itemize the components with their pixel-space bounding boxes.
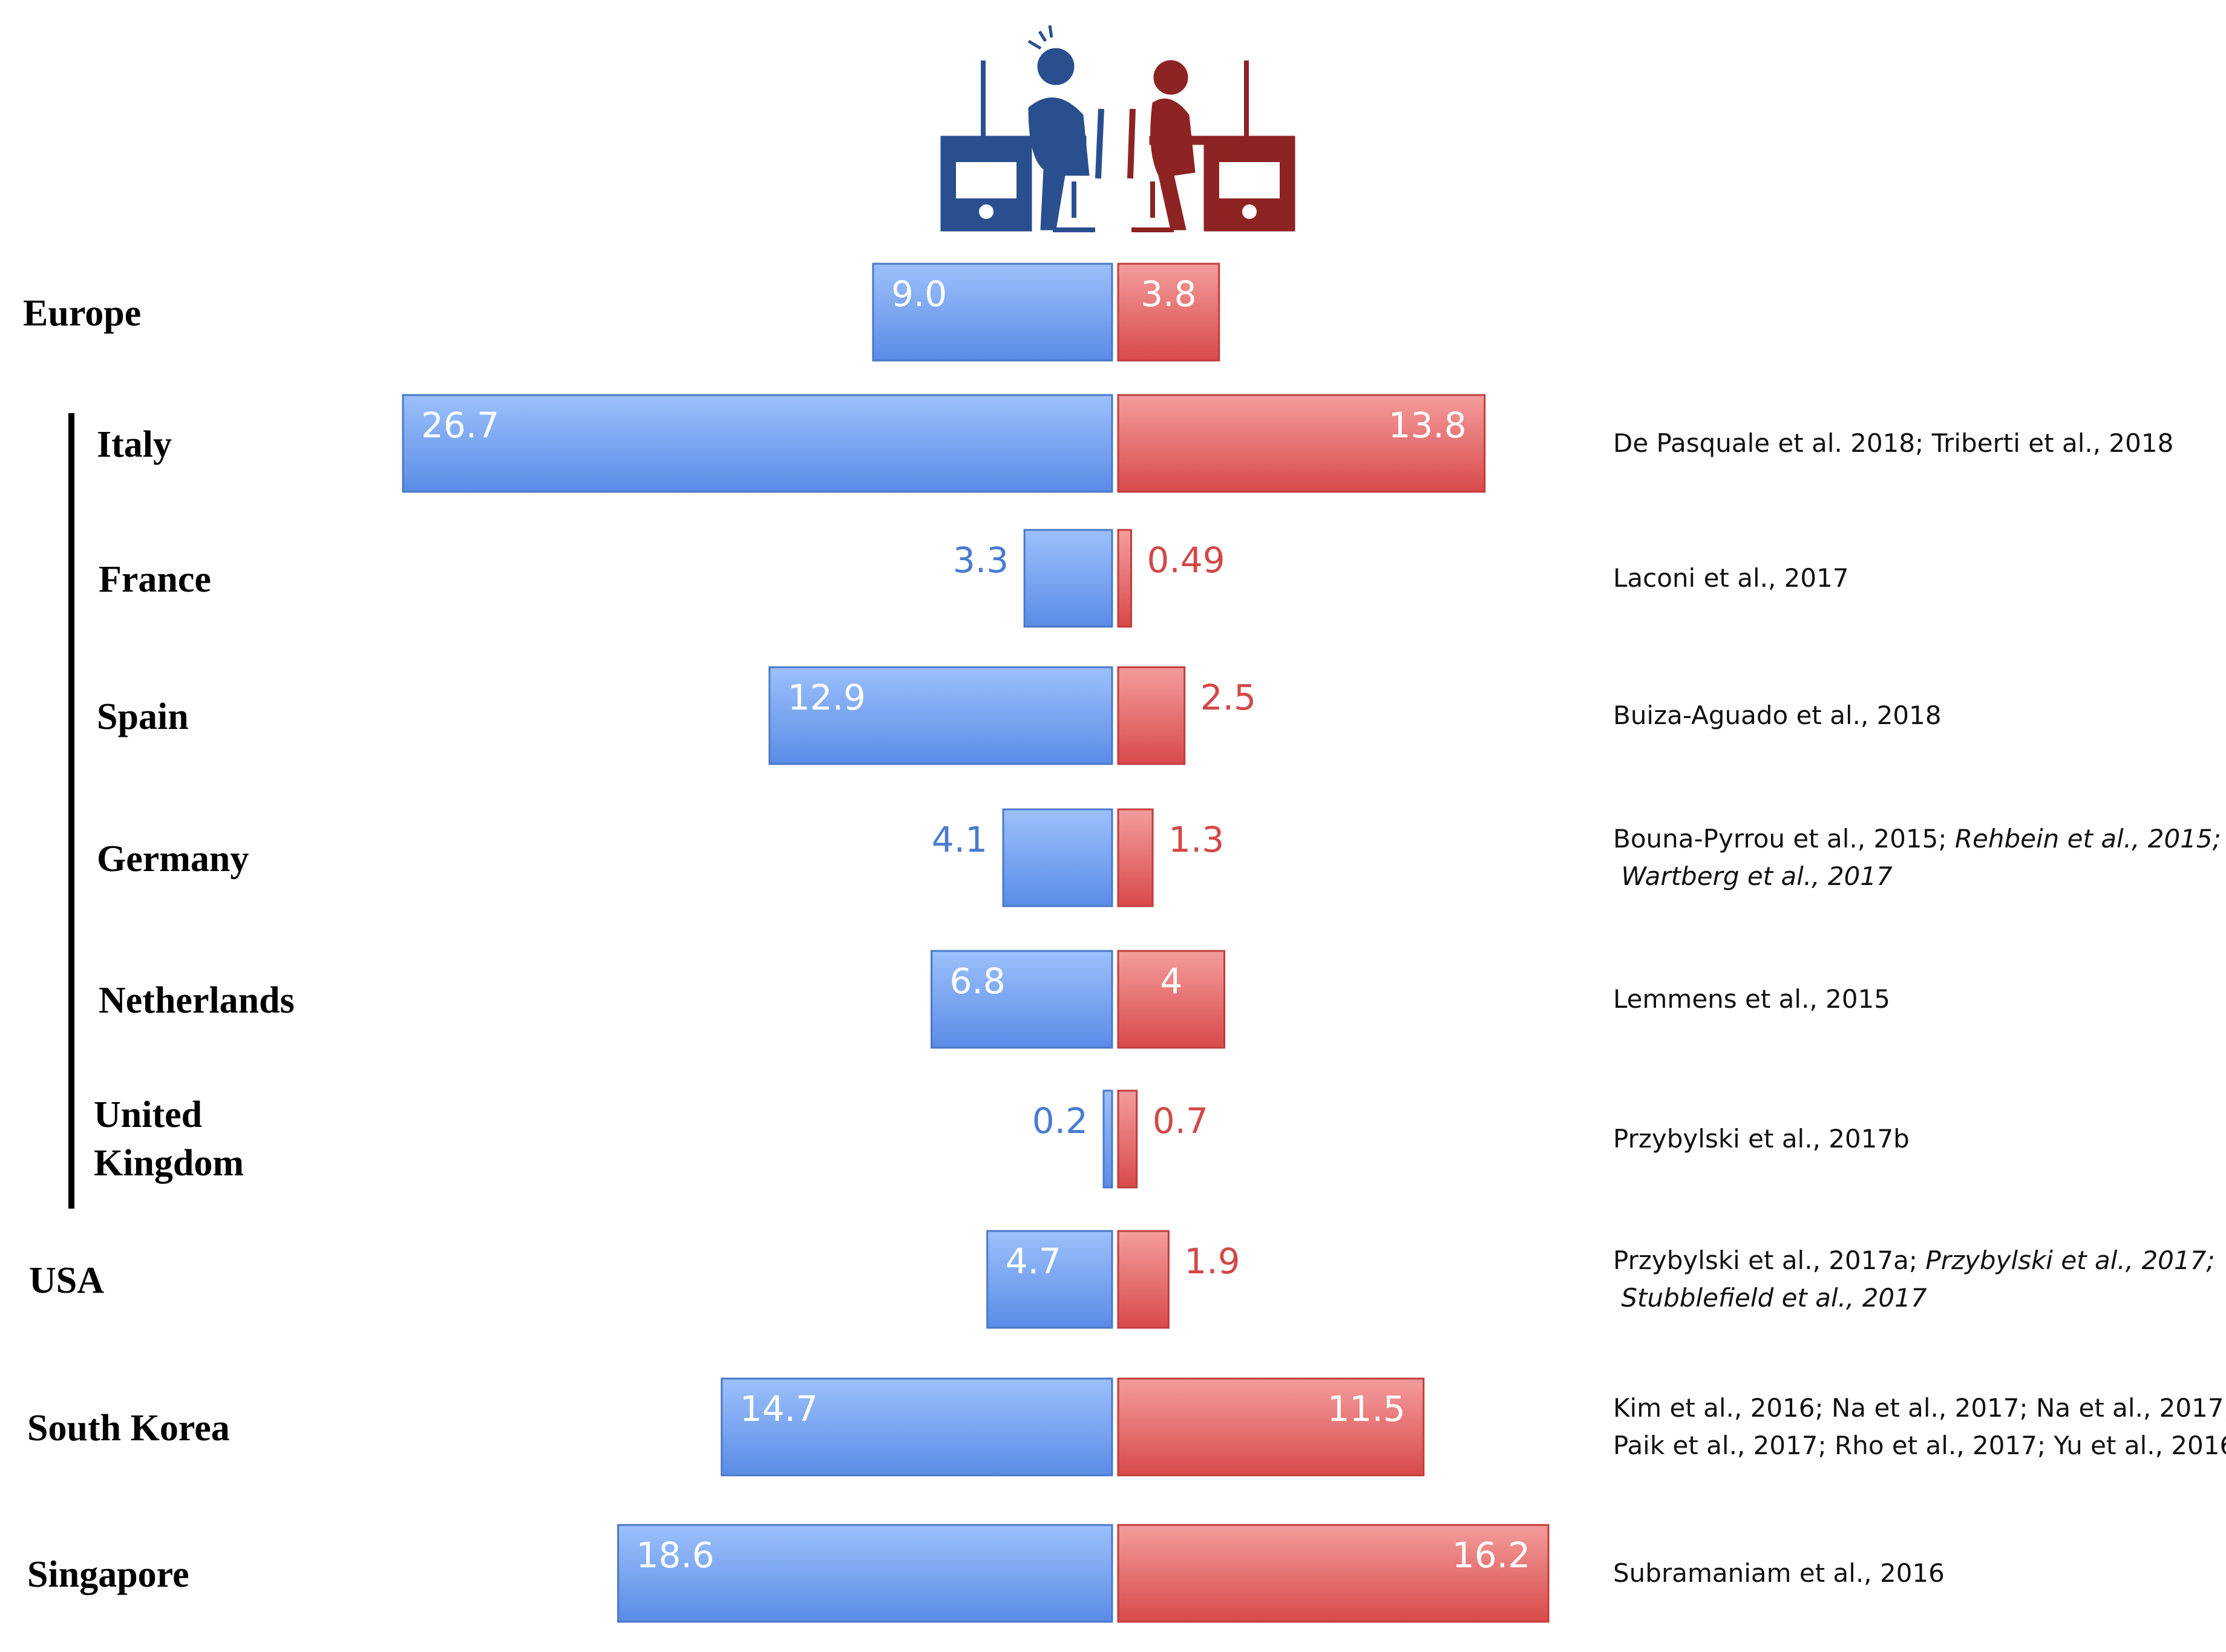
bar-male-italy — [402, 394, 1113, 493]
reference-south-korea: Kim et al., 2016; Na et al., 2017; Na et… — [1613, 1393, 2226, 1460]
reference-spain: Buiza-Aguado et al., 2018 — [1613, 700, 1942, 730]
reference-united-kingdom: Przybylski et al., 2017b — [1613, 1124, 1910, 1154]
bar-female-italy — [1117, 394, 1486, 493]
bar-female-singapore — [1117, 1524, 1550, 1623]
bar-male-united-kingdom — [1102, 1089, 1113, 1189]
category-label-south-korea: South Korea — [27, 1408, 230, 1449]
value-label-female-usa: 1.9 — [1184, 1241, 1240, 1282]
bar-female-france — [1117, 529, 1133, 628]
value-label-female-germany: 1.3 — [1168, 819, 1224, 860]
reference-singapore: Subramaniam et al., 2016 — [1613, 1558, 1945, 1588]
reference-usa: Przybylski et al., 2017a; Przybylski et … — [1613, 1246, 2215, 1313]
reference-france: Laconi et al., 2017 — [1613, 563, 1849, 593]
value-label-female-france: 0.49 — [1147, 540, 1225, 581]
value-label-female-united-kingdom: 0.7 — [1153, 1100, 1208, 1141]
bar-female-germany — [1117, 808, 1154, 907]
value-label-female-italy: 13.8 — [1389, 405, 1467, 446]
value-label-female-netherlands: 4 — [1160, 961, 1182, 1002]
reference-germany: Bouna-Pyrrou et al., 2015; Rehbein et al… — [1613, 824, 2221, 891]
value-label-male-united-kingdom: 0.2 — [1032, 1100, 1088, 1141]
bars-group — [402, 263, 1550, 1623]
value-labels-group: 9.0 3.8 26.7 13.8 3.3 0.49 12.9 2.5 4.1 1.3 6.8 4 0.… — [421, 273, 1530, 1576]
category-label-united-kingdom: United Kingdom — [94, 1094, 244, 1184]
female-gamer-icon — [1127, 60, 1295, 232]
bar-female-united-kingdom — [1117, 1089, 1138, 1189]
value-label-male-spain: 12.9 — [788, 677, 866, 718]
category-label-spain: Spain — [97, 696, 189, 737]
bar-female-usa — [1117, 1230, 1170, 1329]
bar-female-netherlands — [1117, 950, 1226, 1049]
value-label-female-spain: 2.5 — [1200, 677, 1256, 718]
bar-female-spain — [1117, 666, 1186, 765]
category-label-netherlands: Netherlands — [99, 980, 295, 1021]
bar-male-singapore — [617, 1524, 1113, 1623]
bar-male-south-korea — [721, 1377, 1113, 1477]
bar-female-europe — [1117, 263, 1220, 362]
category-label-europe: Europe — [23, 293, 141, 334]
value-label-male-germany: 4.1 — [932, 819, 987, 860]
bar-female-south-korea — [1117, 1377, 1425, 1477]
country-labels-group: Europe Italy France Spain Germany Netherlands… — [23, 293, 295, 1595]
category-label-italy: Italy — [97, 424, 172, 465]
category-label-usa: USA — [29, 1260, 104, 1301]
reference-italy: De Pasquale et al. 2018; Triberti et al.… — [1613, 428, 2173, 458]
value-label-male-italy: 26.7 — [421, 405, 499, 446]
value-label-male-south-korea: 14.7 — [740, 1388, 818, 1429]
bar-male-france — [1023, 529, 1113, 628]
bar-male-netherlands — [931, 950, 1113, 1049]
value-label-male-usa: 4.7 — [1006, 1241, 1061, 1282]
value-label-female-south-korea: 11.5 — [1327, 1388, 1406, 1429]
bar-male-europe — [872, 263, 1113, 362]
bar-male-spain — [768, 666, 1113, 765]
category-label-germany: Germany — [97, 838, 249, 880]
value-label-male-singapore: 18.6 — [637, 1535, 715, 1576]
value-label-female-singapore: 16.2 — [1452, 1535, 1530, 1576]
category-label-singapore: Singapore — [27, 1554, 189, 1595]
value-label-male-europe: 9.0 — [891, 273, 947, 315]
male-gamer-icon — [940, 25, 1104, 232]
value-label-male-netherlands: 6.8 — [950, 961, 1006, 1002]
bar-male-usa — [986, 1230, 1113, 1329]
category-label-france: France — [99, 559, 211, 600]
references-group: De Pasquale et al. 2018; Triberti et al.… — [1613, 428, 2226, 1588]
value-label-male-france: 3.3 — [953, 540, 1009, 581]
bar-male-germany — [1002, 808, 1113, 907]
reference-netherlands: Lemmens et al., 2015 — [1613, 984, 1890, 1014]
value-label-female-europe: 3.8 — [1141, 273, 1196, 315]
